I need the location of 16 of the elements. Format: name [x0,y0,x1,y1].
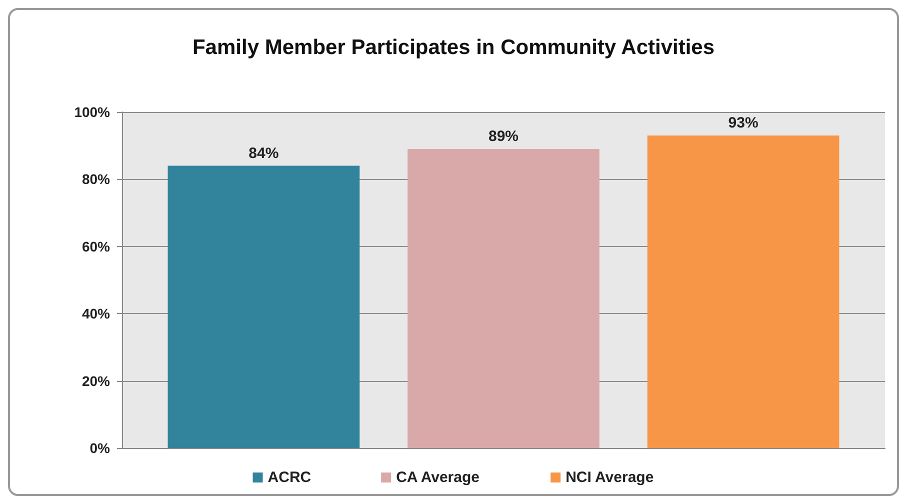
data-label: 89% [488,128,519,145]
legend-label: NCI Average [566,469,654,486]
y-tick-label: 80% [82,171,111,188]
y-tick-label: 20% [82,372,111,389]
bar [168,166,360,448]
y-tick-label: 60% [82,238,111,254]
y-tick-label: 40% [82,306,111,322]
y-tick-label: 100% [74,104,111,120]
bar [408,148,600,448]
data-label: 84% [248,144,279,162]
bar [647,136,840,448]
legend-label: ACRC [268,469,312,486]
y-tick-label: 0% [90,440,111,456]
chart-title: Family Member Participates in Community Activities [192,36,715,59]
legend-label: CA Average [396,469,480,486]
data-label: 93% [728,114,758,132]
